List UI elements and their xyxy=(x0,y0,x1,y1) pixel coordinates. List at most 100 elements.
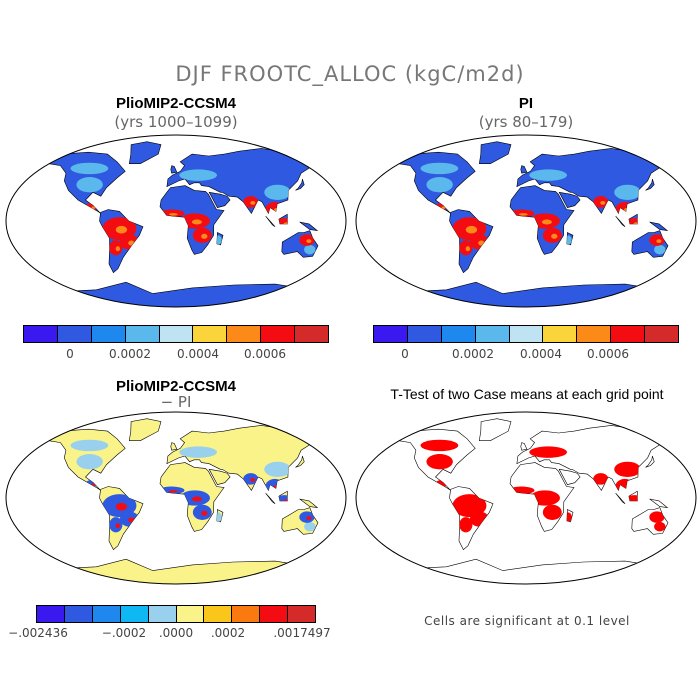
field-hotspot-core xyxy=(465,502,478,511)
colorbar-swatch xyxy=(645,326,679,342)
landmass-indonesia1 xyxy=(615,492,626,504)
colorbar-3-label-0: −.002436 xyxy=(8,626,68,640)
field-hotspot-core xyxy=(600,200,606,205)
landmass-indonesia1 xyxy=(265,492,276,504)
colorbar-swatch xyxy=(407,326,442,342)
landmass-arabia xyxy=(558,468,581,485)
colorbar-2-label-1: 0.0002 xyxy=(452,347,494,361)
field-hotspot-core xyxy=(273,207,280,214)
field-hotspot-core xyxy=(656,516,662,521)
colorbar-swatch xyxy=(543,326,578,342)
colorbar-pi xyxy=(373,325,679,343)
map-difference xyxy=(5,411,347,585)
colorbar-swatch xyxy=(374,326,408,342)
landmass-indonesia1 xyxy=(265,215,276,227)
field-patch xyxy=(179,446,218,458)
colorbar-swatch xyxy=(125,326,160,342)
map-pliomip2 xyxy=(5,134,347,308)
field-patch xyxy=(614,461,641,477)
colorbar-swatch xyxy=(261,326,296,342)
landmass-newguinea xyxy=(299,221,319,232)
colorbar-2-label-0: 0 xyxy=(401,347,409,361)
field-hotspot-core xyxy=(201,510,208,516)
field-hotspot-core xyxy=(115,523,121,529)
colorbar-swatch xyxy=(57,326,92,342)
landmass-japan xyxy=(645,455,655,468)
panel-2-title: PI xyxy=(518,95,534,112)
field-patch xyxy=(214,235,222,245)
field-hotspot-core xyxy=(465,523,471,529)
colorbar-swatch xyxy=(611,326,646,342)
field-hotspot-core xyxy=(250,200,256,205)
colorbar-swatch xyxy=(204,606,233,622)
colorbar-3-label-3: .0002 xyxy=(210,626,246,640)
colorbar-swatch xyxy=(148,606,177,622)
field-patch xyxy=(420,162,459,175)
landmass-antarctica xyxy=(25,281,321,307)
panel-1-subtitle: (yrs 1000–1099) xyxy=(114,113,238,131)
colorbar-difference xyxy=(36,605,316,623)
field-hotspot-core xyxy=(623,207,630,214)
landmass-uk xyxy=(520,165,528,174)
colorbar-swatch xyxy=(295,326,329,342)
field-patch xyxy=(70,162,109,175)
landmass-antarctica xyxy=(375,558,671,584)
field-hotspot-core xyxy=(623,484,630,491)
significance-note: Cells are significant at 0.1 level xyxy=(424,614,630,628)
colorbar-swatch xyxy=(92,606,121,622)
landmass-antarctica xyxy=(25,558,321,584)
panel-1-title: PlioMIP2-CCSM4 xyxy=(115,95,236,112)
colorbar-swatch xyxy=(120,606,149,622)
landmass-antarctica xyxy=(375,281,671,307)
colorbar-swatch xyxy=(577,326,612,342)
field-patch xyxy=(70,439,109,452)
field-patch xyxy=(564,235,572,245)
landmass-uk xyxy=(520,442,528,451)
field-hotspot-core xyxy=(465,246,471,252)
colorbar-swatch xyxy=(91,326,126,342)
field-hotspot-core xyxy=(306,239,312,244)
landmass-japan xyxy=(295,455,305,468)
colorbar-swatch xyxy=(509,326,544,342)
field-patch xyxy=(654,521,666,532)
field-patch xyxy=(264,461,291,477)
landmass-greenland xyxy=(128,141,162,165)
landmass-newguinea xyxy=(649,498,669,509)
colorbar-1-label-2: 0.0004 xyxy=(177,347,219,361)
colorbar-swatch xyxy=(37,606,65,622)
field-hotspot-core xyxy=(273,484,280,491)
colorbar-3-label-2: .0000 xyxy=(158,626,194,640)
field-patch xyxy=(564,512,572,522)
panel-4-title: T-Test of two Case means at each grid po… xyxy=(390,386,664,402)
landmass-newguinea xyxy=(299,498,319,509)
map-border xyxy=(5,134,347,308)
field-patch xyxy=(426,454,453,470)
landmass-arabia xyxy=(558,191,581,208)
panel-3-subtitle: − PI xyxy=(160,393,192,411)
field-hotspot-core xyxy=(168,213,178,216)
colorbar-2-label-3: 0.0006 xyxy=(587,347,629,361)
field-hotspot-core xyxy=(441,483,446,486)
colorbar-3-label-1: −.0002 xyxy=(101,626,147,640)
field-hotspot-core xyxy=(541,496,552,502)
field-hotspot-core xyxy=(541,219,552,225)
field-hotspot-core xyxy=(518,213,528,216)
field-hotspot-core xyxy=(191,219,202,225)
field-patch xyxy=(654,244,666,255)
landmass-japan xyxy=(645,178,655,191)
field-hotspot-core xyxy=(465,225,478,234)
colorbar-swatch xyxy=(24,326,58,342)
field-hotspot-core xyxy=(168,490,178,493)
field-patch xyxy=(420,439,459,452)
colorbar-3-label-4: .0017497 xyxy=(273,626,331,640)
field-hotspot-core xyxy=(115,502,128,511)
figure-title: DJF FROOTC_ALLOC (kgC/m2d) xyxy=(175,62,525,86)
landmass-greenland xyxy=(478,418,512,442)
field-hotspot-core xyxy=(91,206,96,209)
field-hotspot-core xyxy=(441,206,446,209)
colorbar-swatch xyxy=(159,326,194,342)
field-hotspot-core xyxy=(656,239,662,244)
colorbar-swatch xyxy=(176,606,205,622)
map-pi xyxy=(355,134,697,308)
field-patch xyxy=(529,446,568,458)
